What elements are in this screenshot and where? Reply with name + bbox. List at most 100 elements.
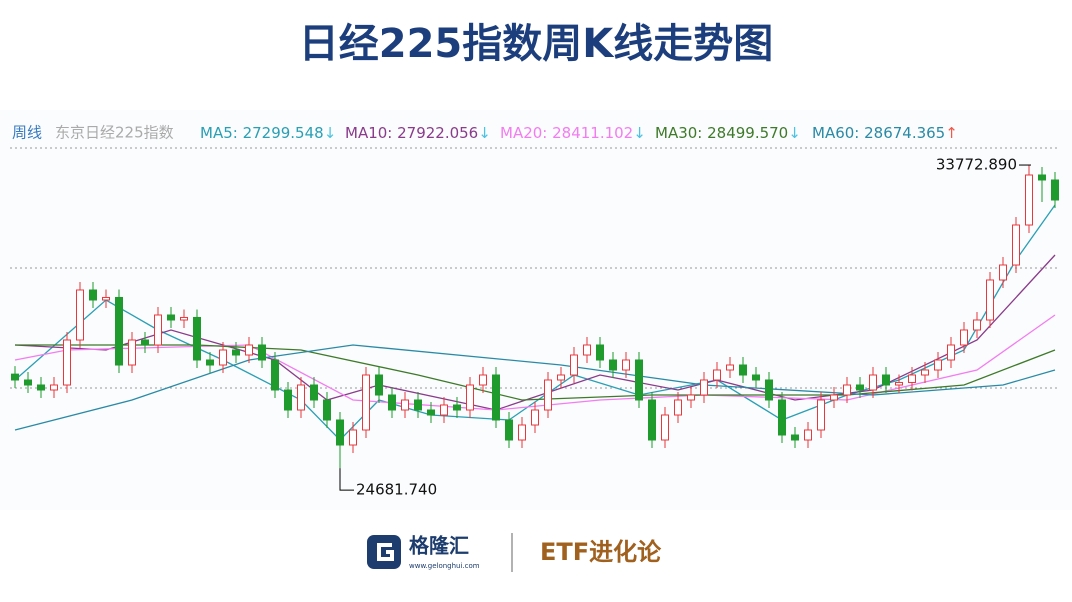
period-label: 周线 <box>12 124 42 142</box>
candle-body <box>63 339 71 386</box>
candle-body <box>232 349 240 356</box>
legend-arrow: ↓ <box>324 124 337 142</box>
candle-body <box>388 394 396 411</box>
chart-panel <box>0 110 1072 510</box>
candle-body <box>102 296 110 301</box>
candle-body <box>375 374 383 396</box>
candle-body <box>843 384 851 396</box>
candle-body <box>544 379 552 411</box>
candle-body <box>180 316 188 321</box>
candle-body <box>778 399 786 436</box>
annotation: 33772.890 <box>936 156 1017 174</box>
candle-body <box>466 384 474 411</box>
candle-body <box>999 264 1007 281</box>
candle-body <box>427 409 435 416</box>
candle-body <box>141 339 149 346</box>
candle-body <box>1051 179 1059 201</box>
candle-body <box>726 364 734 371</box>
legend-arrow: ↓ <box>633 124 646 142</box>
legend-label: MA20: 28411.102 <box>500 124 633 142</box>
candle-body <box>713 369 721 381</box>
candle-body <box>661 414 669 441</box>
candle-body <box>674 399 682 416</box>
column-name: ETF进化论 <box>540 538 662 566</box>
legend-label: MA30: 28499.570 <box>655 124 788 142</box>
candle-body <box>37 384 45 391</box>
candle-body <box>323 399 331 421</box>
candle-body <box>297 384 305 411</box>
candle-body <box>193 316 201 361</box>
ma-line <box>14 344 1056 431</box>
candle-body <box>401 399 409 411</box>
legend-entry: MA60: 28674.365↑ <box>812 124 958 142</box>
candle-body <box>934 359 942 371</box>
legend-label: MA60: 28674.365 <box>812 124 945 142</box>
candle-body <box>700 379 708 396</box>
candle-body <box>206 359 214 366</box>
legend-label: MA5: 27299.548 <box>200 124 324 142</box>
legend-entry: MA30: 28499.570↓ <box>655 124 801 142</box>
candle-body <box>154 314 162 346</box>
candle-body <box>752 374 760 381</box>
candle-body <box>570 354 578 376</box>
candle-body <box>115 296 123 366</box>
candle-body <box>89 289 97 301</box>
candle-body <box>453 404 461 411</box>
candle-body <box>687 394 695 401</box>
legend-entry: MA5: 27299.548↓ <box>200 124 336 142</box>
candle-body <box>869 374 877 391</box>
candle-body <box>310 384 318 401</box>
legend-entry: MA10: 27922.056↓ <box>345 124 491 142</box>
candle-body <box>557 374 565 381</box>
brand-url: www.gelonghui.com <box>409 562 480 570</box>
candle-body <box>947 344 955 361</box>
brand: 格隆汇 <box>409 534 469 558</box>
ma-line <box>15 344 1056 401</box>
candle-body <box>1025 174 1033 226</box>
chart-title: 日经225指数周K线走势图 <box>299 21 774 67</box>
candle-body <box>622 359 630 371</box>
footer: 格隆汇 www.gelonghui.com ETF进化论 <box>367 533 662 572</box>
candle-body <box>531 409 539 426</box>
candle-body <box>804 429 812 441</box>
candle-body <box>973 319 981 331</box>
candle-body <box>219 349 227 366</box>
candle-body <box>492 374 500 421</box>
candle-body <box>856 384 864 391</box>
candle-body <box>271 359 279 391</box>
candle-body <box>817 399 825 431</box>
legend-arrow: ↓ <box>788 124 801 142</box>
legend-label: MA10: 27922.056 <box>345 124 478 142</box>
candle-body <box>11 373 19 381</box>
legend-arrow: ↑ <box>945 124 958 142</box>
candle-body <box>1038 174 1046 181</box>
candle-body <box>921 369 929 376</box>
candle-body <box>479 374 487 386</box>
legend-entry: MA20: 28411.102↓ <box>500 124 646 142</box>
candle-body <box>609 359 617 371</box>
candle-body <box>349 429 357 446</box>
candle-body <box>960 329 968 346</box>
candle-body <box>505 419 513 441</box>
candle-body <box>284 389 292 411</box>
candle-body <box>648 399 656 441</box>
candle-body <box>1012 224 1020 266</box>
logo-mark <box>367 535 401 569</box>
candle-body <box>362 374 370 431</box>
candle-body <box>908 374 916 383</box>
annotation-pointer <box>339 468 354 491</box>
annotation: 24681.740 <box>356 481 437 499</box>
candle-body <box>50 384 58 391</box>
legend-arrow: ↓ <box>478 124 491 142</box>
candle-body <box>76 289 84 341</box>
candle-body <box>895 381 903 386</box>
candle-body <box>518 424 526 441</box>
candle-body <box>830 394 838 401</box>
candle-body <box>596 344 604 361</box>
candle-body <box>245 344 253 356</box>
candle-body <box>24 379 32 386</box>
candle-body <box>336 419 344 446</box>
candle-body <box>765 379 773 401</box>
candle-body <box>128 339 136 366</box>
candle-body <box>440 404 448 416</box>
